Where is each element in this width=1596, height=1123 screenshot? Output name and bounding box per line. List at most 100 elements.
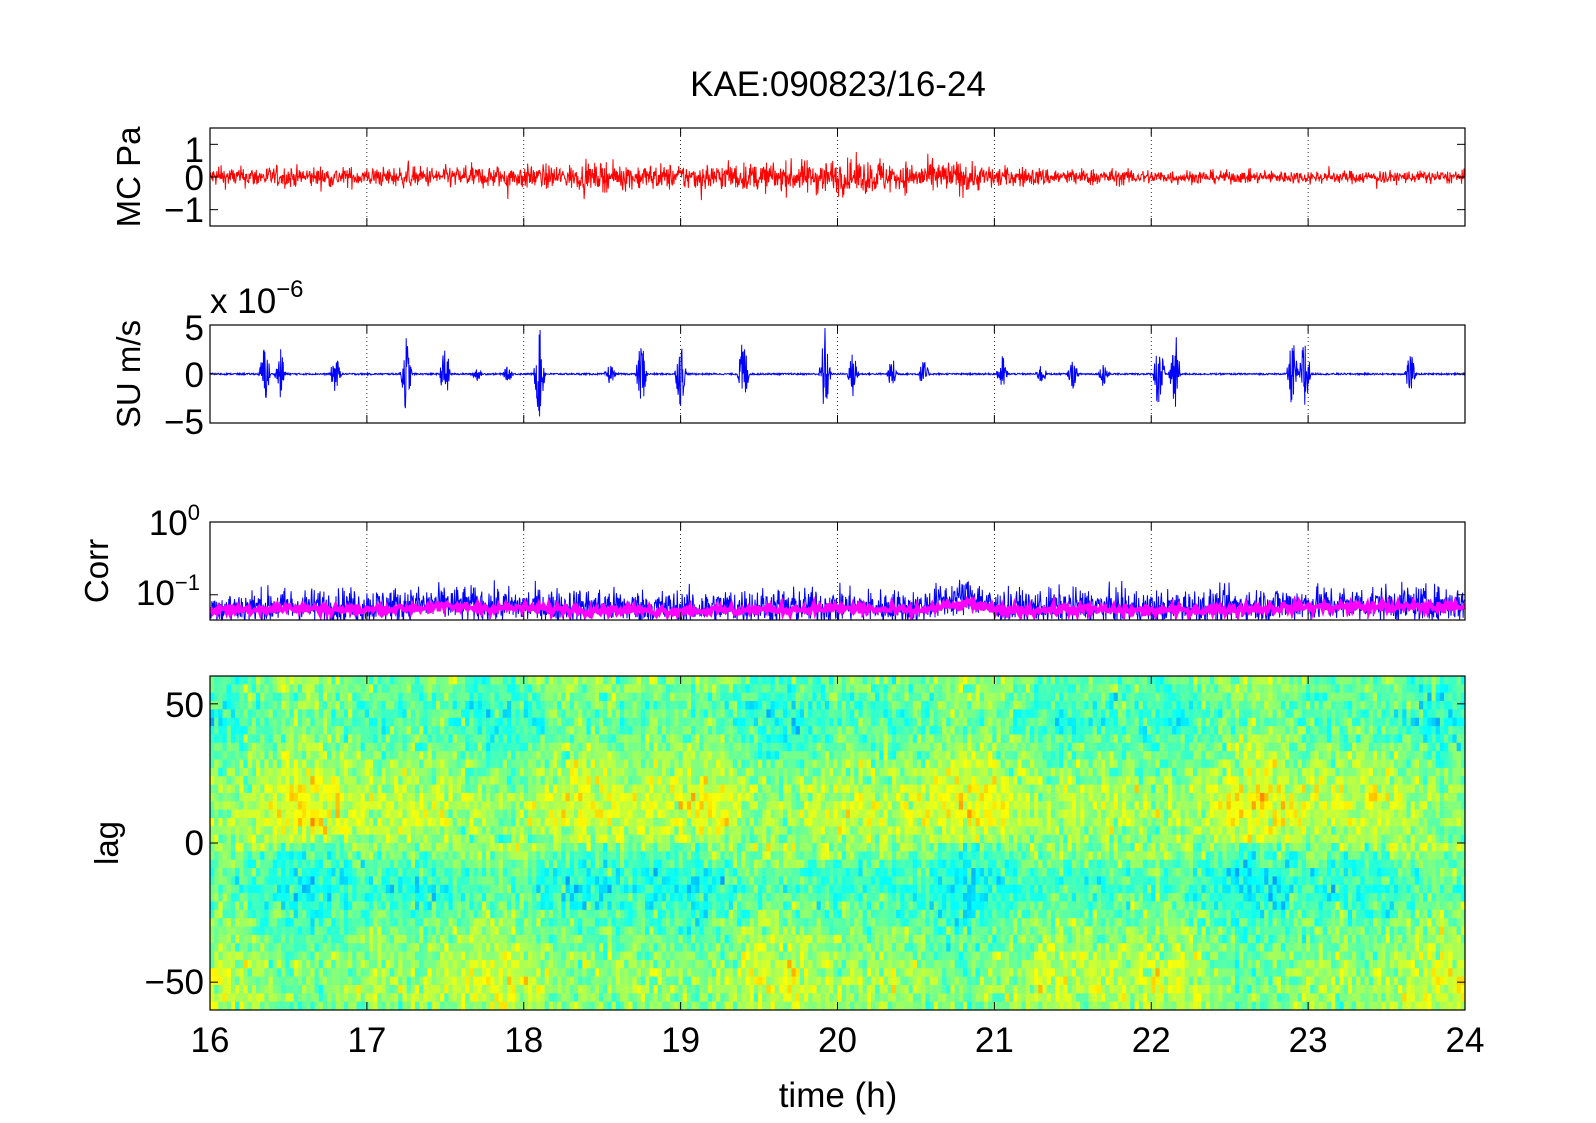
heatmap-cell [511, 984, 516, 994]
heatmap-cell [281, 692, 286, 702]
heatmap-cell [561, 859, 567, 869]
heatmap-cell [640, 809, 646, 819]
heatmap-cell [389, 843, 395, 852]
heatmap-cell [632, 909, 638, 919]
heatmap-cell [678, 884, 684, 894]
heatmap-cell [356, 859, 362, 869]
heatmap-cell [695, 984, 701, 994]
heatmap-cell [318, 767, 324, 777]
heatmap-cell [686, 993, 692, 1003]
heatmap-cell [523, 943, 529, 953]
heatmap-cell [645, 976, 650, 986]
heatmap-cell [348, 868, 353, 877]
heatmap-cell [682, 868, 688, 877]
heatmap-cell [511, 918, 516, 928]
heatmap-cell [360, 701, 366, 710]
heatmap-cell [477, 959, 483, 969]
heatmap-cell [394, 976, 399, 986]
heatmap-cell [385, 959, 391, 969]
heatmap-cell [632, 792, 638, 802]
corr-ylabel: Corr [78, 539, 115, 603]
heatmap-cell [691, 734, 696, 744]
heatmap-cell [699, 968, 705, 978]
heatmap-cell [356, 701, 362, 710]
heatmap-cell [599, 876, 604, 886]
heatmap-cell [582, 801, 588, 811]
heatmap-cell [665, 968, 671, 978]
heatmap-cell [678, 784, 684, 794]
heatmap-cell [435, 709, 441, 719]
heatmap-cell [486, 934, 491, 944]
heatmap-cell [707, 976, 713, 986]
heatmap-cell [410, 901, 416, 911]
heatmap-cell [536, 976, 542, 986]
heatmap-cell [285, 792, 291, 802]
heatmap-cell [352, 984, 358, 994]
heatmap-cell [406, 684, 412, 694]
heatmap-cell [398, 784, 404, 794]
heatmap-cell [377, 868, 383, 877]
heatmap-cell [699, 776, 705, 786]
heatmap-cell [272, 943, 278, 953]
heatmap-cell [553, 776, 558, 786]
heatmap-cell [410, 792, 416, 802]
heatmap-cell [272, 918, 278, 928]
heatmap-cell [716, 884, 721, 894]
heatmap-cell [548, 868, 554, 877]
heatmap-cell [465, 968, 470, 978]
heatmap-cell [385, 918, 391, 928]
heatmap-cell [607, 843, 613, 852]
heatmap-cell [569, 918, 575, 928]
heatmap-cell [210, 776, 215, 786]
heatmap-cell [398, 926, 404, 936]
heatmap-cell [494, 676, 500, 685]
heatmap-cell [322, 918, 328, 928]
heatmap-cell [557, 926, 562, 936]
heatmap-cell [256, 993, 261, 1003]
heatmap-cell [210, 943, 215, 953]
heatmap-cell [419, 792, 424, 802]
heatmap-cell [540, 776, 546, 786]
heatmap-cell [490, 726, 496, 736]
heatmap-cell [477, 943, 483, 953]
heatmap-cell [377, 976, 383, 986]
heatmap-cell [603, 709, 609, 719]
heatmap-cell [285, 759, 291, 769]
heatmap-cell [611, 742, 617, 752]
heatmap-cell [339, 859, 345, 869]
heatmap-cell [645, 993, 650, 1003]
heatmap-cell [297, 934, 303, 944]
heatmap-cell [456, 692, 462, 702]
heatmap-cell [699, 692, 705, 702]
heatmap-cell [502, 884, 508, 894]
heatmap-cell [494, 868, 500, 877]
heatmap-cell [260, 751, 265, 761]
heatmap-cell [394, 776, 399, 786]
heatmap-cell [260, 701, 265, 710]
heatmap-cell [603, 893, 609, 903]
heatmap-cell [427, 884, 433, 894]
heatmap-cell [256, 676, 261, 685]
heatmap-cell [327, 692, 332, 702]
heatmap-cell [394, 926, 399, 936]
heatmap-cell [343, 876, 349, 886]
heatmap-cell [548, 876, 554, 886]
heatmap-cell [645, 767, 650, 777]
heatmap-cell [389, 893, 395, 903]
heatmap-cell [306, 826, 311, 836]
heatmap-cell [251, 809, 257, 819]
heatmap-cell [226, 918, 232, 928]
heatmap-cell [498, 993, 504, 1003]
heatmap-cell [318, 868, 324, 877]
heatmap-cell [590, 834, 596, 844]
heatmap-cell [523, 676, 529, 685]
heatmap-cell [419, 717, 424, 727]
heatmap-cell [276, 734, 282, 744]
heatmap-cell [210, 834, 215, 844]
heatmap-cell [699, 759, 705, 769]
heatmap-cell [502, 918, 508, 928]
heatmap-cell [473, 742, 479, 752]
heatmap-cell [716, 843, 721, 852]
heatmap-cell [607, 734, 613, 744]
heatmap-cell [712, 893, 717, 903]
